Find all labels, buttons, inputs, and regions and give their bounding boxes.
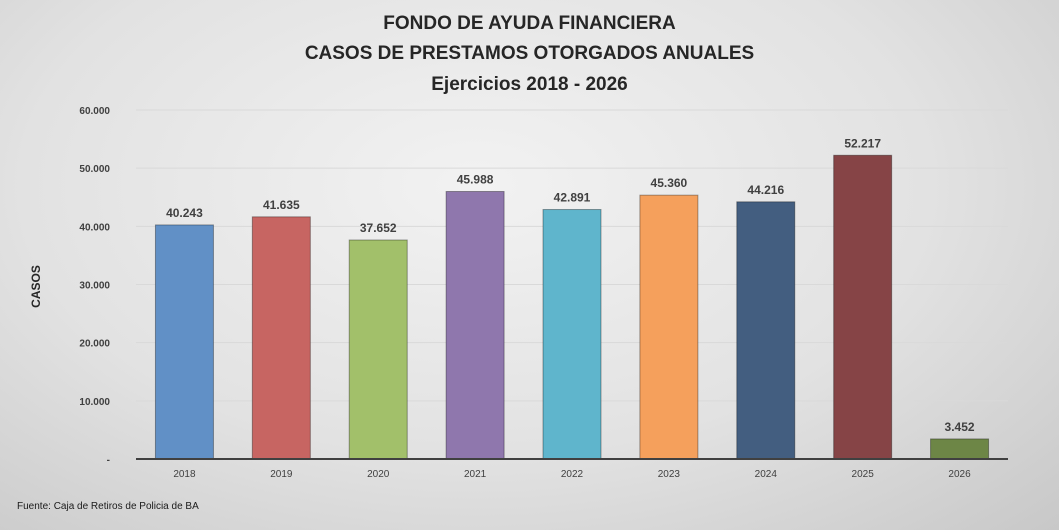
x-tick-label: 2021 (464, 469, 487, 480)
y-tick-label: 10.000 (79, 397, 110, 408)
bar-2020 (348, 239, 408, 460)
x-tick-label: 2020 (367, 469, 390, 480)
data-label: 40.243 (166, 206, 203, 220)
data-label: 37.652 (360, 221, 397, 235)
x-tick-label: 2018 (173, 469, 196, 480)
y-tick-label: 40.000 (79, 222, 110, 233)
x-tick-label: 2022 (561, 469, 584, 480)
bar-2022 (542, 209, 602, 460)
data-label: 42.891 (554, 191, 591, 205)
y-tick-label: 20.000 (79, 339, 110, 350)
y-tick-label: 50.000 (79, 164, 110, 175)
chart-title-line-2: CASOS DE PRESTAMOS OTORGADOS ANUALES (304, 43, 755, 64)
data-label: 41.635 (263, 198, 300, 212)
x-tick-label: 2025 (852, 469, 875, 480)
source-note: Fuente: Caja de Retiros de Policia de BA (17, 501, 199, 512)
y-tick-label: - (107, 455, 110, 466)
x-tick-label: 2023 (658, 469, 681, 480)
x-tick-label: 2026 (948, 469, 971, 480)
y-tick-label: 30.000 (79, 281, 110, 292)
data-label: 3.452 (945, 420, 975, 434)
data-label: 44.216 (747, 183, 784, 197)
bar-2024 (736, 201, 796, 460)
bar-2026 (930, 438, 990, 460)
data-label: 45.360 (651, 176, 688, 190)
bar-2021 (445, 191, 505, 460)
data-label: 52.217 (844, 136, 881, 150)
bar-2018 (154, 224, 214, 460)
chart-subtitle: Ejercicios 2018 - 2026 (431, 74, 628, 95)
bar-2019 (251, 216, 311, 460)
x-tick-label: 2024 (755, 469, 778, 480)
x-tick-label: 2019 (270, 469, 293, 480)
bar-2025 (833, 154, 893, 460)
chart-title-line-1: FONDO DE AYUDA FINANCIERA (383, 13, 676, 34)
y-tick-label: 60.000 (79, 106, 110, 117)
data-label: 45.988 (457, 173, 494, 187)
bar-2023 (639, 194, 699, 460)
y-axis-label: CASOS (29, 265, 43, 308)
